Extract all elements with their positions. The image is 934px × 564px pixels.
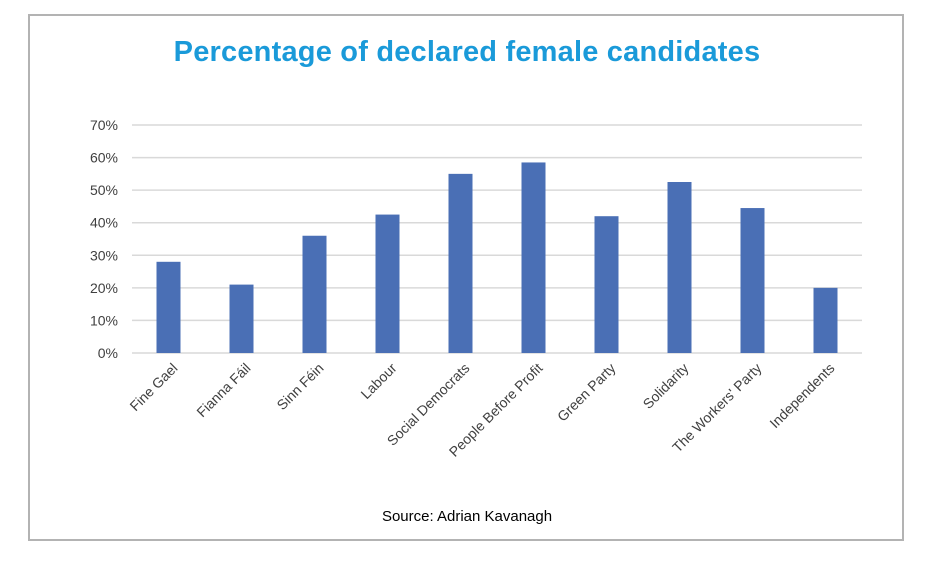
bar	[521, 162, 546, 353]
source-label: Source: Adrian Kavanagh	[381, 508, 553, 525]
y-tick-label: 20%	[90, 280, 118, 296]
bar	[740, 208, 765, 353]
y-tick-label: 30%	[90, 247, 118, 263]
y-tick-label: 60%	[90, 150, 118, 166]
bar	[375, 214, 400, 353]
chart-title: Percentage of declared female candidates	[173, 36, 761, 68]
x-tick-label: Solidarity	[640, 360, 692, 412]
bar	[229, 284, 254, 353]
y-tick-label: 40%	[90, 215, 118, 231]
y-tick-label: 70%	[90, 117, 118, 133]
x-tick-label: Sinn Féin	[273, 360, 326, 413]
bar	[302, 235, 327, 353]
x-tick-label: Fine Gael	[126, 360, 180, 414]
bar	[594, 216, 619, 353]
bar	[813, 287, 838, 353]
y-tick-label: 50%	[90, 182, 118, 198]
bar	[448, 173, 473, 353]
bar	[667, 182, 692, 353]
x-tick-label: Fianna Fáil	[193, 360, 253, 420]
x-tick-label: Independents	[766, 360, 837, 431]
y-tick-label: 0%	[98, 345, 118, 361]
x-tick-label: Green Party	[554, 360, 619, 425]
bar	[156, 261, 181, 353]
x-tick-label: Labour	[357, 360, 399, 402]
y-tick-label: 10%	[90, 312, 118, 328]
